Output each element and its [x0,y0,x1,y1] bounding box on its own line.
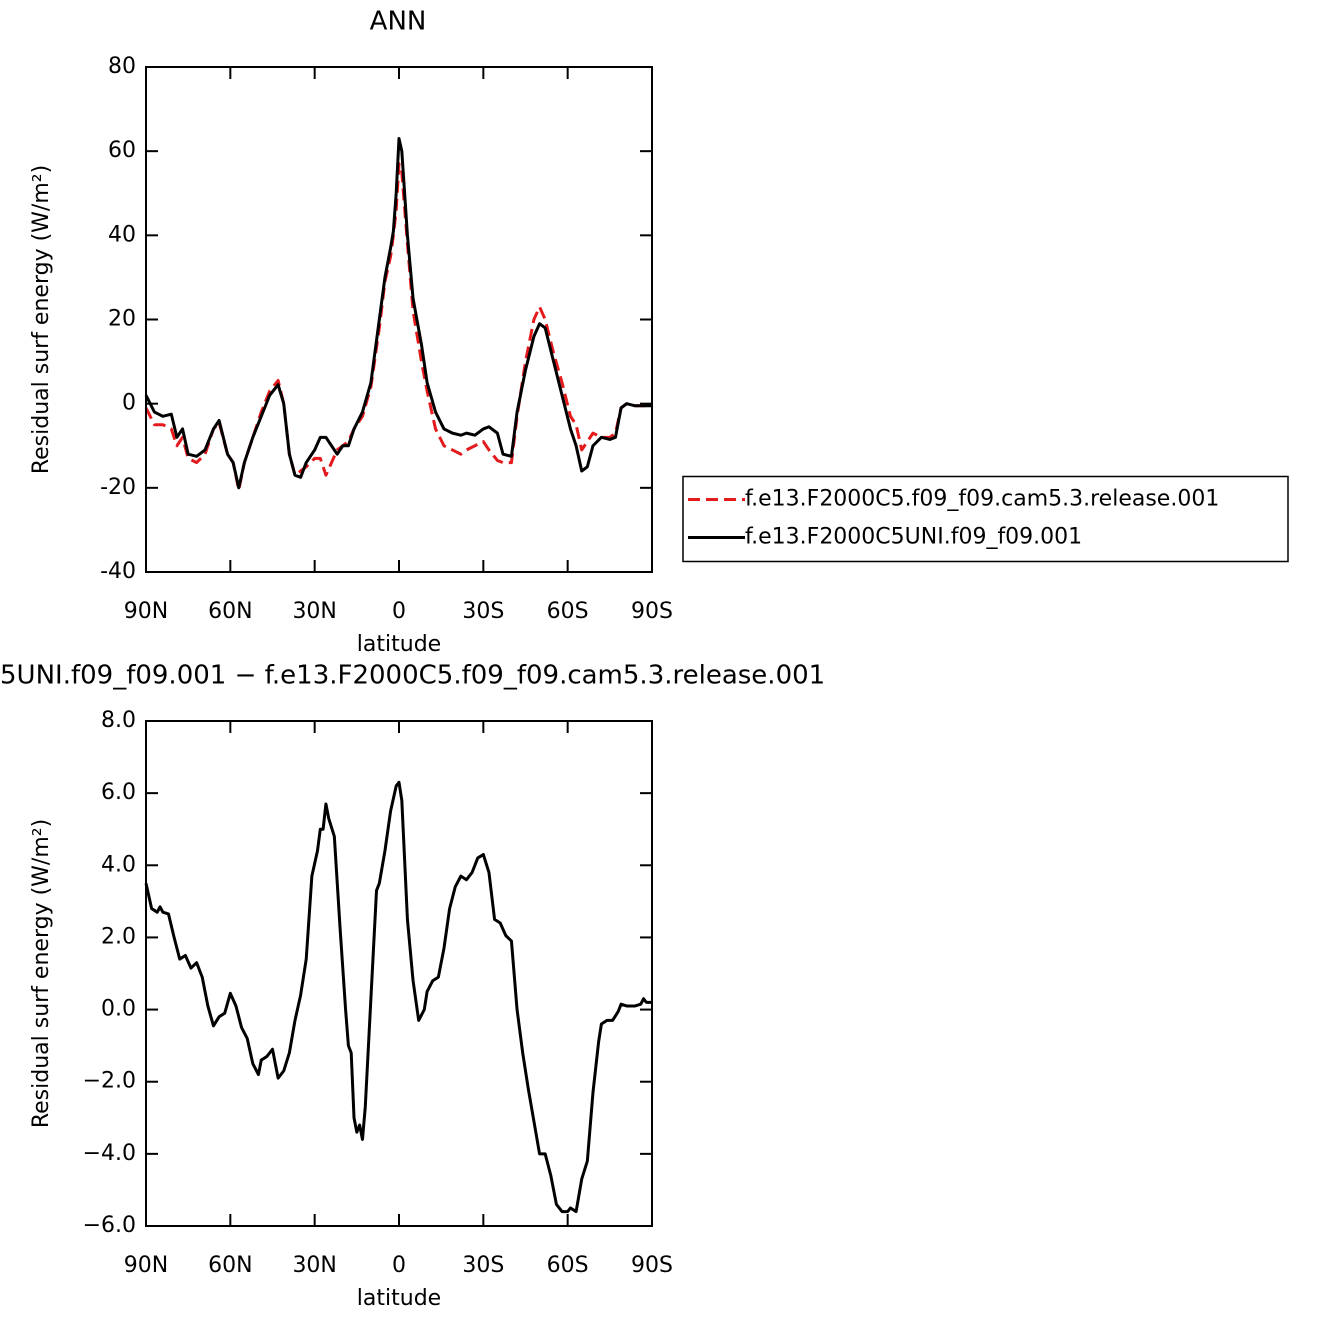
y-tick-label: −4.0 [83,1141,136,1166]
y-tick-label: 2.0 [101,924,136,949]
y-tick-label: 8.0 [101,708,136,733]
legend-box [682,475,1289,563]
y-tick-label: 80 [108,54,136,79]
x-tick-label: 30N [292,599,336,624]
chart-title: 5UNI.f09_f09.001 − f.e13.F2000C5.f09_f09… [0,661,825,691]
y-tick-label: -20 [100,475,136,500]
y-tick-label: 20 [108,307,136,332]
x-tick-label: 0 [392,1253,406,1278]
y-tick-label: 40 [108,222,136,247]
x-tick-label: 90S [631,599,673,624]
x-tick-label: 60S [547,599,589,624]
y-tick-label: −2.0 [83,1069,136,1094]
y-tick-label: -40 [100,559,136,584]
y-tick-label: 60 [108,138,136,163]
plot-frame [145,66,653,573]
y-axis-label: Residual surf energy (W/m²) [29,819,54,1128]
legend-label: f.e13.F2000C5UNI.f09_f09.001 [745,525,1082,550]
x-tick-label: 30S [462,599,504,624]
chart-title: ANN [370,7,427,37]
y-tick-label: 6.0 [101,780,136,805]
y-tick-label: −6.0 [83,1213,136,1238]
x-tick-label: 60N [208,599,252,624]
y-tick-label: 4.0 [101,852,136,877]
y-tick-label: 0 [122,391,136,416]
plot-frame [145,720,653,1227]
series-line [144,137,652,490]
legend-label: f.e13.F2000C5.f09_f09.cam5.3.release.001 [745,487,1219,512]
x-tick-label: 30S [462,1253,504,1278]
x-tick-label: 90N [124,1253,168,1278]
x-tick-label: 90S [631,1253,673,1278]
x-axis-label: latitude [357,632,441,657]
series-line [144,780,652,1214]
x-tick-label: 0 [392,599,406,624]
y-axis-label: Residual surf energy (W/m²) [29,165,54,474]
x-axis-label: latitude [357,1286,441,1311]
x-tick-label: 60S [547,1253,589,1278]
x-tick-label: 30N [292,1253,336,1278]
y-tick-label: 0.0 [101,997,136,1022]
x-tick-label: 60N [208,1253,252,1278]
x-tick-label: 90N [124,599,168,624]
